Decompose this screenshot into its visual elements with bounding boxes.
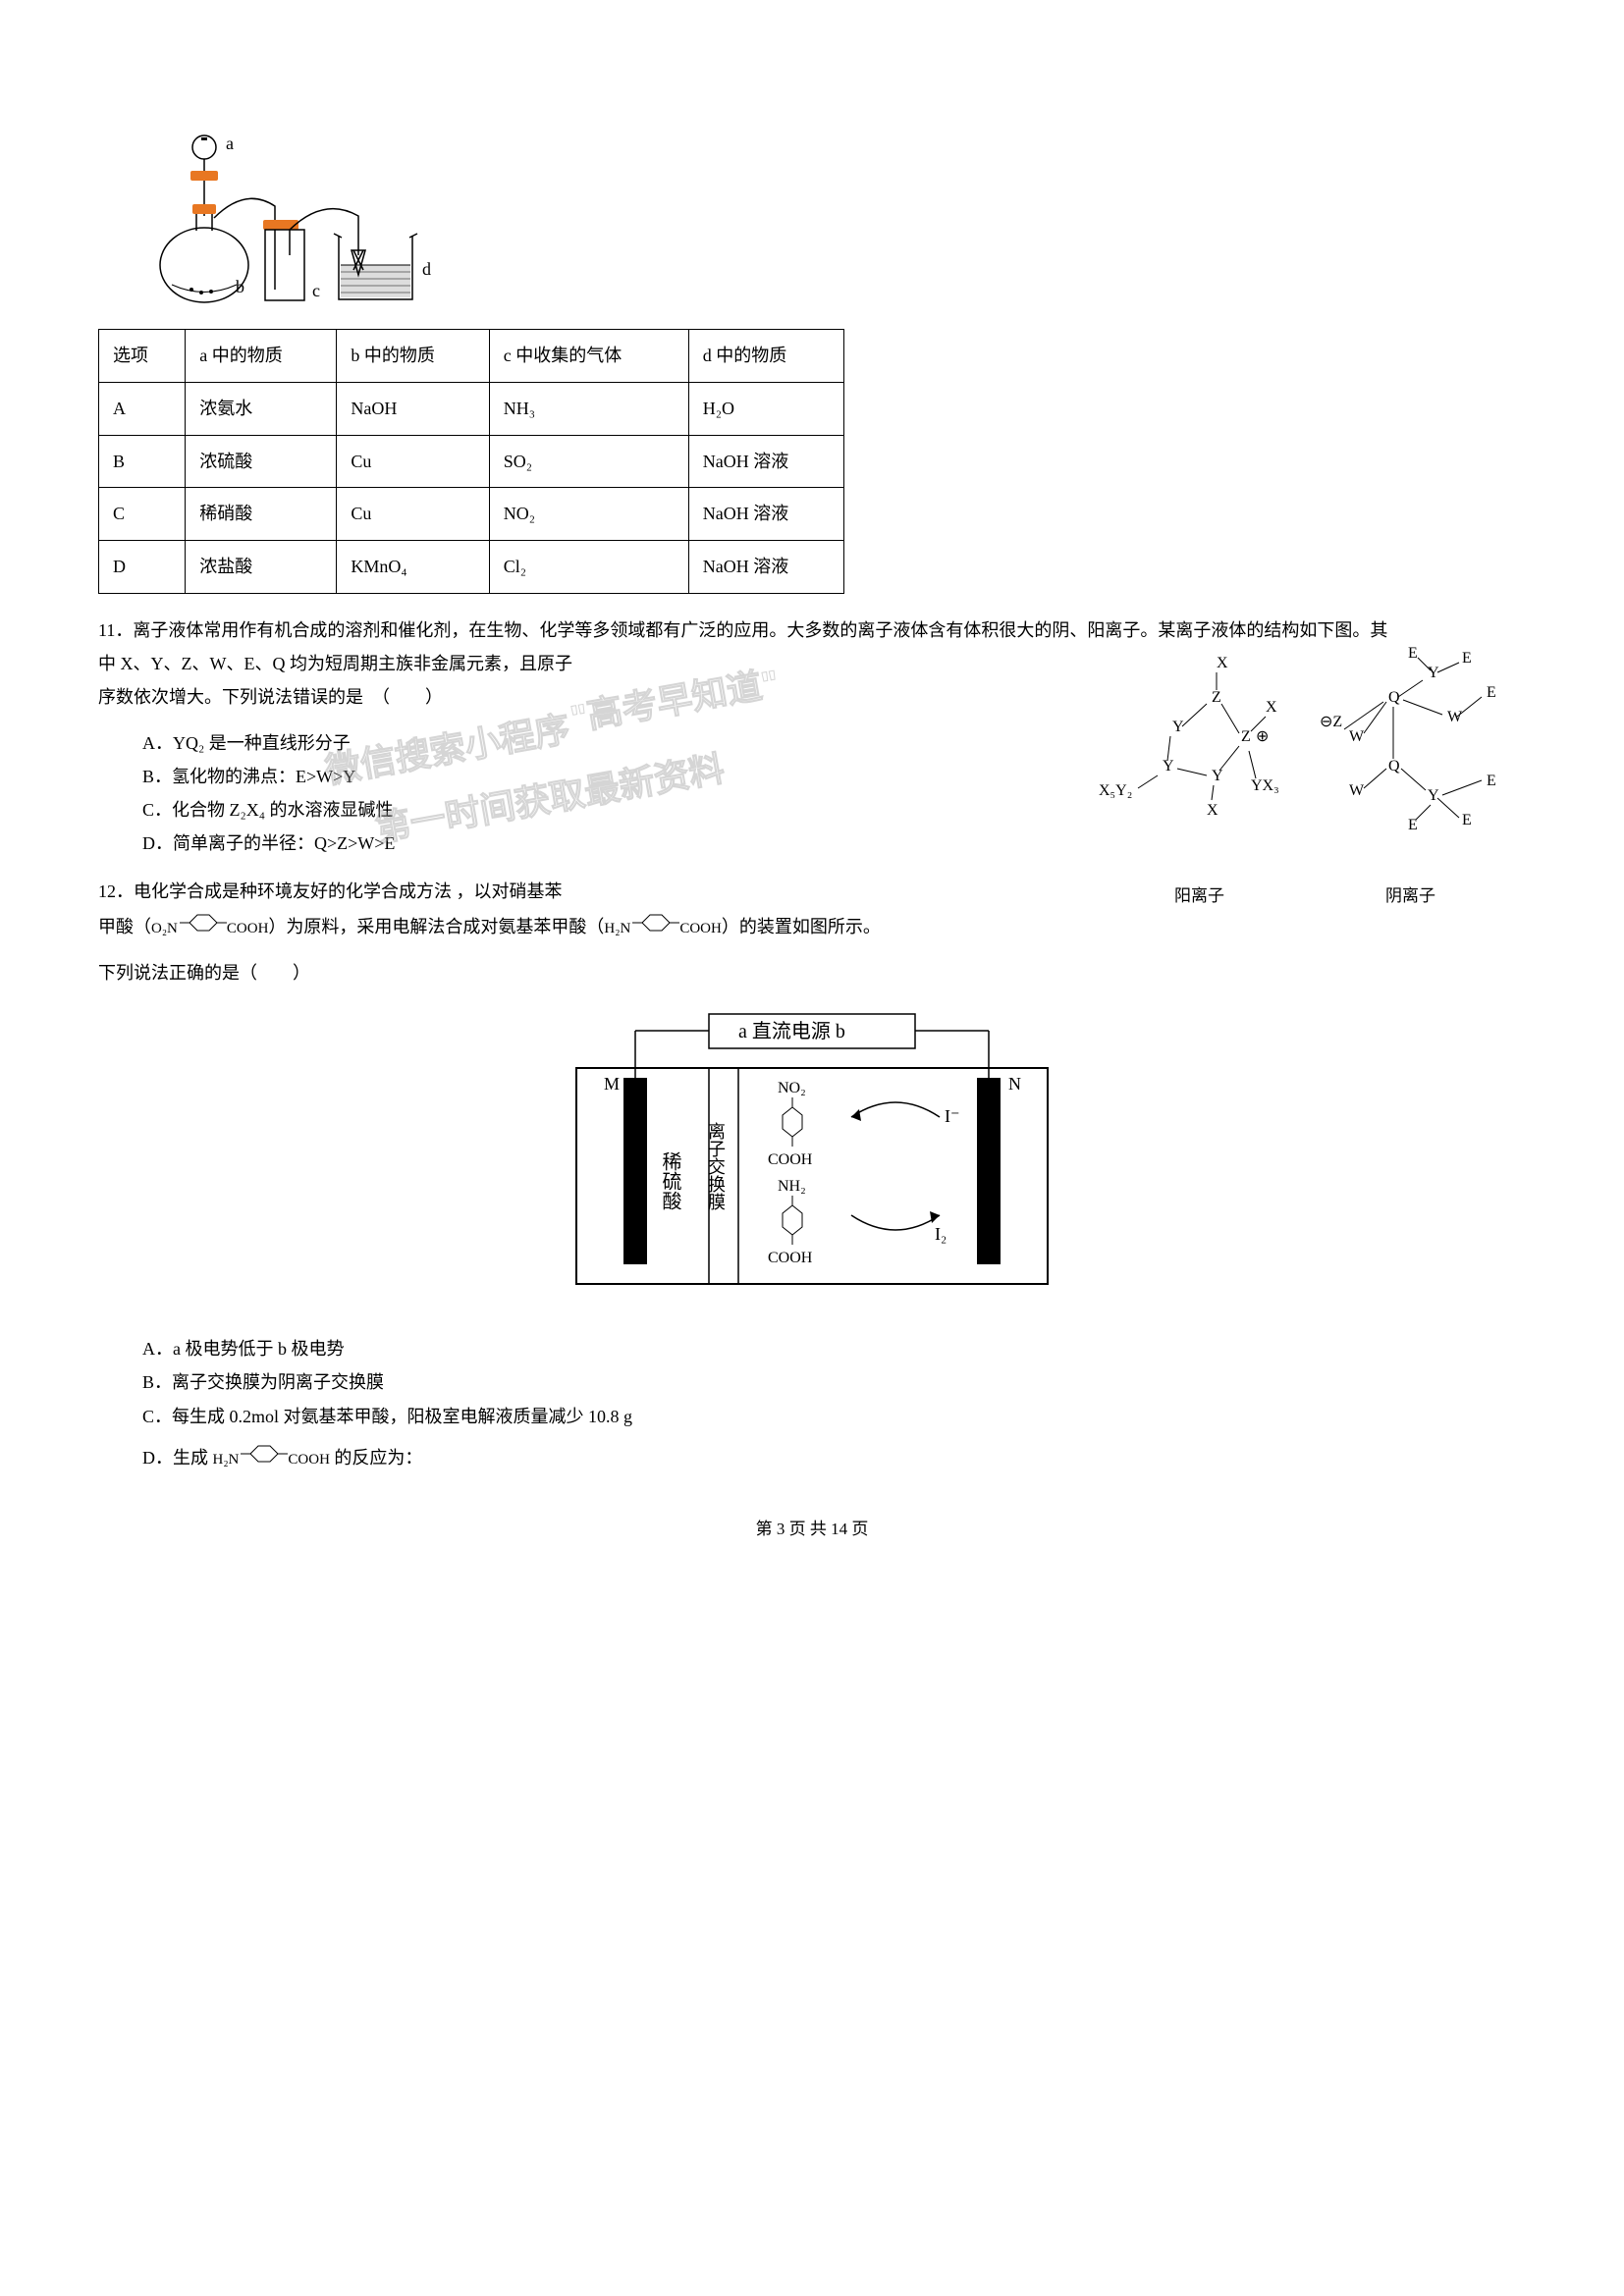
table-header-row: 选项 a 中的物质 b 中的物质 c 中收集的气体 d 中的物质 [99,330,844,383]
q11-option-d: D．简单离子的半径：Q>Z>W>E [98,827,884,860]
svg-text:E: E [1462,650,1472,667]
svg-text:Z: Z [1212,689,1221,706]
label-c: c [312,281,320,300]
power-label: a 直流电源 b [738,1020,845,1042]
svg-text:W: W [1349,728,1365,745]
svg-text:Y: Y [1212,768,1223,784]
svg-text:Q: Q [1388,689,1400,706]
benzene-icon [630,910,679,949]
svg-text:Y: Y [1428,665,1439,681]
q11-option-a: A．YQ₂ 是一种直线形分子 [98,726,884,760]
anion-label: 阴离子 [1385,882,1435,909]
table-header: d 中的物质 [688,330,843,383]
svg-text:Y: Y [1428,787,1439,804]
q11-intro-line2: 中 X、Y、Z、W、E、Q 均为短周期主族非金属元素，且原子 [98,647,884,680]
page-footer: 第 3 页 共 14 页 [98,1516,1526,1542]
svg-text:M: M [604,1074,620,1094]
apparatus-diagram: a b c [98,128,1526,314]
svg-text:YX₃: YX₃ [1251,777,1279,794]
svg-text:N: N [1008,1074,1021,1094]
label-a: a [226,133,234,153]
svg-text:Z: Z [1241,728,1251,745]
q11-structure-diagram: Y Z Z Y Y X X X X₅Y₂ YX₃ [1094,643,1516,909]
question-12: 12．电化学合成是种环境友好的化学合成方法 ，以对硝基苯 甲酸（O₂NCOOH）… [98,875,1526,1476]
label-d: d [422,259,431,279]
svg-text:E: E [1462,812,1472,828]
table-row: C 稀硝酸 Cu NO₂ NaOH 溶液 [99,488,844,541]
table-header: c 中收集的气体 [489,330,688,383]
label-b: b [236,277,244,296]
q12-option-d: D．生成 H₂NCOOH 的反应为： [98,1441,1526,1476]
q12-line2: 甲酸（O₂NCOOH）为原料，采用电解法合成对氨基苯甲酸（H₂NCOOH）的装置… [98,908,1526,948]
svg-text:NH₂: NH₂ [778,1178,806,1195]
q12-line3: 下列说法正确的是（ ） [98,956,1526,989]
benzene-icon [178,910,227,949]
table-header: a 中的物质 [186,330,337,383]
svg-text:I⁻: I⁻ [945,1106,960,1126]
svg-text:E: E [1487,773,1496,789]
question-11: "高考早知道" 微信搜索小程序 第一时间获取最新资料 11．离子液体常用作有机合… [98,614,1526,860]
svg-text:W: W [1349,782,1365,799]
svg-text:X₅Y₂: X₅Y₂ [1099,782,1132,799]
chemistry-table: 选项 a 中的物质 b 中的物质 c 中收集的气体 d 中的物质 A 浓氨水 N… [98,329,844,594]
svg-text:COOH: COOH [768,1151,813,1168]
svg-text:X: X [1217,655,1228,671]
q11-intro-line3: 序数依次增大。下列说法错误的是 （ ） [98,680,884,714]
q12-option-b: B．离子交换膜为阴离子交换膜 [98,1365,1526,1399]
svg-text:W: W [1447,709,1463,725]
svg-text:E: E [1487,684,1496,701]
svg-text:Q: Q [1388,758,1400,774]
svg-text:X: X [1266,699,1277,716]
svg-text:⊖Z: ⊖Z [1320,714,1342,730]
svg-text:⊕: ⊕ [1256,728,1269,745]
svg-text:Y: Y [1172,719,1184,735]
electrolysis-diagram: a 直流电源 b M N 稀硫酸 离子交换膜 NO₂ [547,1009,1077,1312]
cation-label: 阳离子 [1174,882,1224,909]
svg-text:离子交换膜: 离子交换膜 [706,1122,726,1210]
svg-text:NO₂: NO₂ [778,1080,806,1096]
benzene-icon [239,1442,288,1476]
svg-text:稀硫酸: 稀硫酸 [659,1151,681,1210]
svg-text:I₂: I₂ [935,1224,947,1244]
q11-option-b: B．氢化物的沸点：E>W>Y [98,760,884,793]
svg-text:X: X [1207,802,1218,819]
svg-text:E: E [1408,645,1418,662]
svg-text:Y: Y [1163,758,1174,774]
svg-text:COOH: COOH [768,1250,813,1266]
table-header: 选项 [99,330,186,383]
table-row: A 浓氨水 NaOH NH₃ H₂O [99,382,844,435]
table-row: B 浓硫酸 Cu SO₂ NaOH 溶液 [99,435,844,488]
table-header: b 中的物质 [337,330,489,383]
q12-option-a: A．a 极电势低于 b 极电势 [98,1332,1526,1365]
table-row: D 浓盐酸 KMnO₄ Cl₂ NaOH 溶液 [99,541,844,594]
q12-option-c: C．每生成 0.2mol 对氨基苯甲酸，阳极室电解液质量减少 10.8 g [98,1400,1526,1433]
q11-option-c: C．化合物 Z₂X₄ 的水溶液显碱性 [98,793,884,827]
